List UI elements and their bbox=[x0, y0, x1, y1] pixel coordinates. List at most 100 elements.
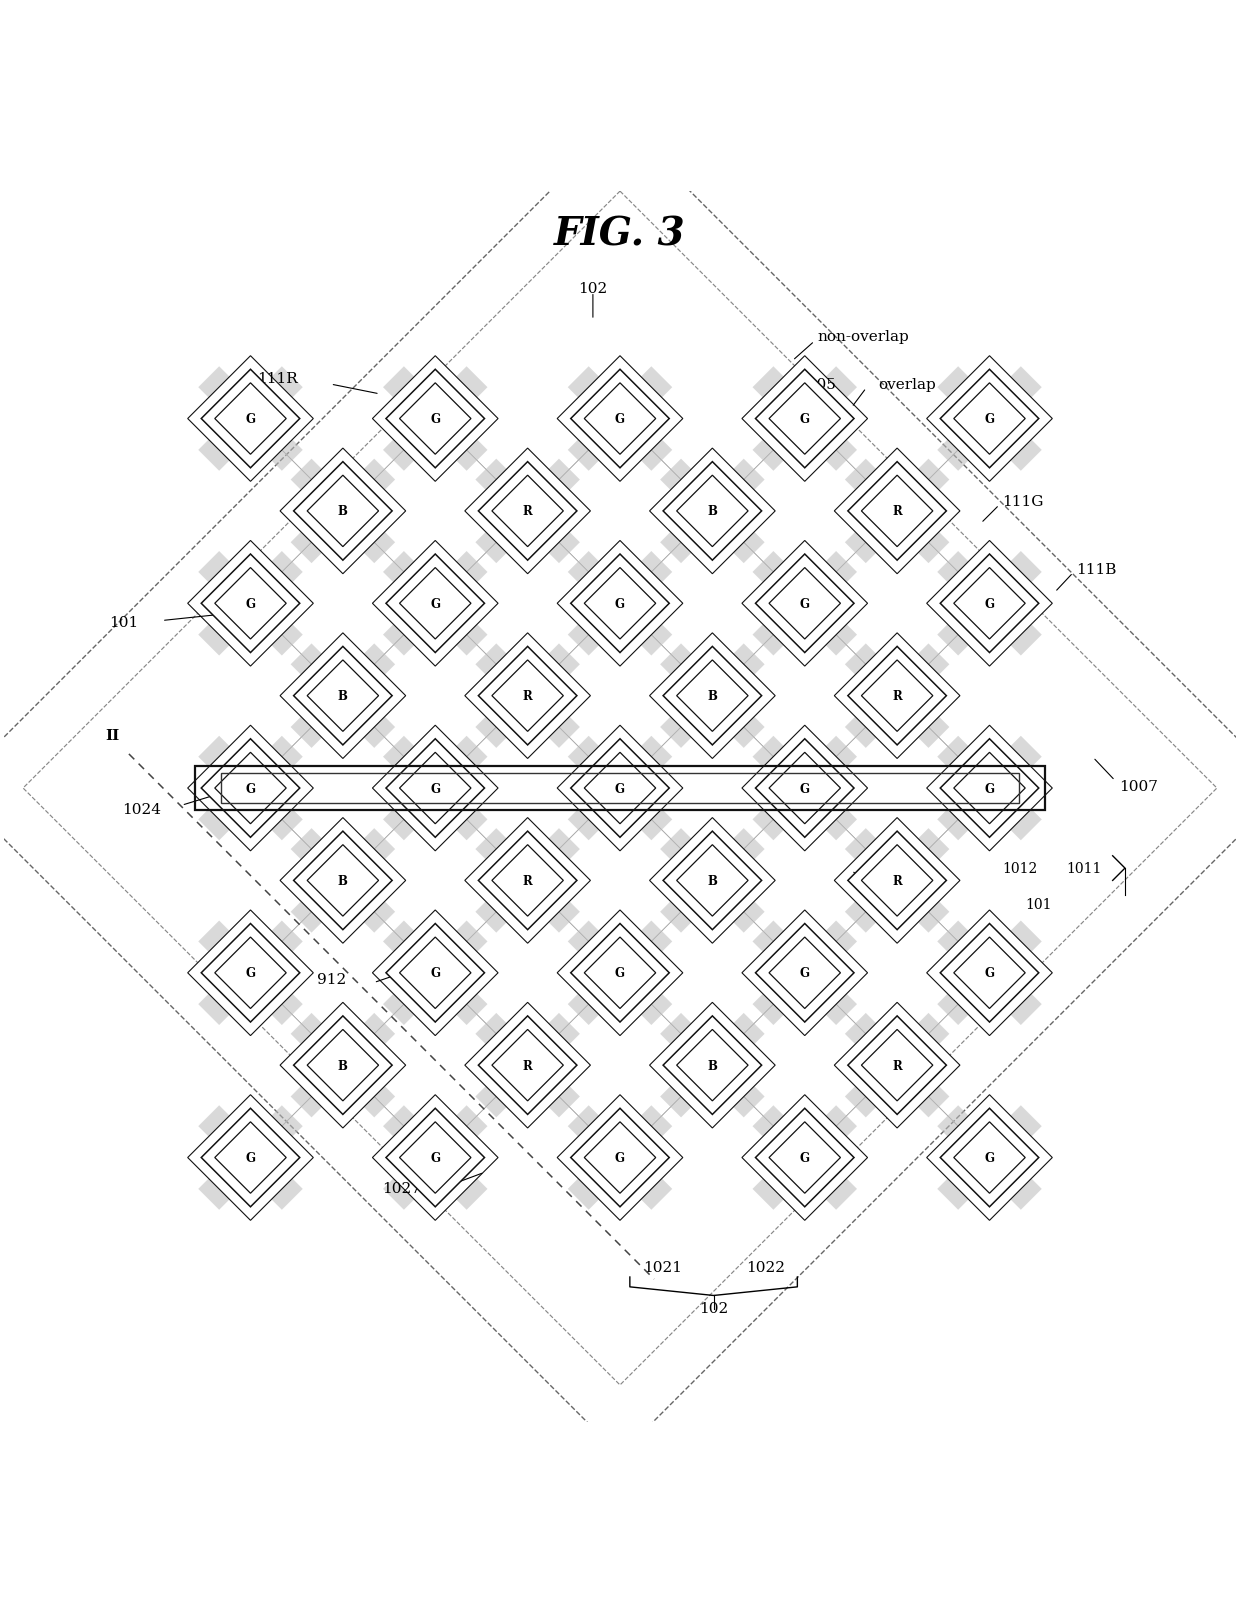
Polygon shape bbox=[742, 357, 868, 483]
Polygon shape bbox=[399, 1122, 471, 1193]
Polygon shape bbox=[937, 736, 1042, 841]
Text: G: G bbox=[246, 597, 255, 610]
Polygon shape bbox=[568, 366, 672, 471]
Polygon shape bbox=[568, 552, 672, 657]
Polygon shape bbox=[937, 366, 1042, 471]
Polygon shape bbox=[372, 541, 498, 667]
Polygon shape bbox=[844, 828, 950, 933]
Polygon shape bbox=[742, 1094, 868, 1220]
Polygon shape bbox=[742, 910, 868, 1036]
Polygon shape bbox=[677, 476, 748, 547]
Polygon shape bbox=[399, 938, 471, 1009]
Polygon shape bbox=[584, 938, 656, 1009]
Polygon shape bbox=[383, 922, 487, 1025]
Polygon shape bbox=[844, 1014, 950, 1119]
Text: G: G bbox=[246, 413, 255, 426]
Polygon shape bbox=[198, 552, 303, 657]
Text: G: G bbox=[800, 597, 810, 610]
Polygon shape bbox=[954, 384, 1025, 455]
Polygon shape bbox=[844, 460, 950, 563]
Text: B: B bbox=[339, 875, 347, 888]
Polygon shape bbox=[294, 1017, 392, 1115]
Polygon shape bbox=[755, 555, 854, 654]
Polygon shape bbox=[650, 633, 775, 759]
Polygon shape bbox=[570, 1109, 670, 1207]
Text: G: G bbox=[246, 1151, 255, 1164]
Polygon shape bbox=[568, 736, 672, 841]
Polygon shape bbox=[479, 1017, 577, 1115]
Polygon shape bbox=[844, 1014, 950, 1119]
Polygon shape bbox=[753, 922, 857, 1025]
Polygon shape bbox=[383, 1106, 487, 1210]
Polygon shape bbox=[937, 552, 1042, 657]
Polygon shape bbox=[492, 1030, 563, 1101]
Polygon shape bbox=[383, 1106, 487, 1210]
Polygon shape bbox=[660, 460, 765, 563]
Polygon shape bbox=[940, 739, 1039, 838]
Bar bbox=[221, 773, 1019, 804]
Polygon shape bbox=[677, 660, 748, 731]
Polygon shape bbox=[660, 1014, 765, 1119]
Polygon shape bbox=[479, 831, 577, 930]
Polygon shape bbox=[280, 1002, 405, 1128]
Polygon shape bbox=[386, 1109, 485, 1207]
Polygon shape bbox=[383, 552, 487, 657]
Polygon shape bbox=[294, 462, 392, 560]
Polygon shape bbox=[198, 736, 303, 841]
Polygon shape bbox=[926, 910, 1053, 1036]
Text: G: G bbox=[430, 967, 440, 980]
Text: R: R bbox=[893, 1059, 901, 1072]
Polygon shape bbox=[940, 923, 1039, 1022]
Polygon shape bbox=[862, 660, 932, 731]
Polygon shape bbox=[475, 460, 580, 563]
Polygon shape bbox=[584, 384, 656, 455]
Text: 1025: 1025 bbox=[877, 886, 915, 901]
Text: 912: 912 bbox=[317, 972, 346, 986]
Polygon shape bbox=[954, 938, 1025, 1009]
Polygon shape bbox=[660, 644, 765, 749]
Polygon shape bbox=[308, 660, 378, 731]
Text: G: G bbox=[430, 783, 440, 796]
Polygon shape bbox=[769, 752, 841, 825]
Polygon shape bbox=[660, 460, 765, 563]
Polygon shape bbox=[290, 460, 396, 563]
Polygon shape bbox=[568, 366, 672, 471]
Polygon shape bbox=[835, 1002, 960, 1128]
Polygon shape bbox=[475, 1014, 580, 1119]
Polygon shape bbox=[926, 726, 1053, 851]
Polygon shape bbox=[383, 366, 487, 471]
Polygon shape bbox=[769, 938, 841, 1009]
Polygon shape bbox=[290, 828, 396, 933]
Text: G: G bbox=[615, 783, 625, 796]
Text: B: B bbox=[339, 505, 347, 518]
Polygon shape bbox=[753, 736, 857, 841]
Polygon shape bbox=[187, 726, 314, 851]
Polygon shape bbox=[844, 644, 950, 749]
Polygon shape bbox=[465, 818, 590, 944]
Polygon shape bbox=[465, 449, 590, 575]
Text: R: R bbox=[893, 689, 901, 702]
Polygon shape bbox=[835, 449, 960, 575]
Polygon shape bbox=[383, 366, 487, 471]
Polygon shape bbox=[399, 752, 471, 825]
Text: 1021: 1021 bbox=[644, 1261, 682, 1275]
Polygon shape bbox=[187, 541, 314, 667]
Polygon shape bbox=[198, 922, 303, 1025]
Text: G: G bbox=[800, 1151, 810, 1164]
Polygon shape bbox=[755, 739, 854, 838]
Polygon shape bbox=[570, 555, 670, 654]
Polygon shape bbox=[198, 1106, 303, 1210]
Polygon shape bbox=[198, 366, 303, 471]
Polygon shape bbox=[383, 736, 487, 841]
Polygon shape bbox=[557, 357, 683, 483]
Polygon shape bbox=[465, 1002, 590, 1128]
Polygon shape bbox=[584, 752, 656, 825]
Polygon shape bbox=[937, 366, 1042, 471]
Text: II': II' bbox=[310, 878, 329, 893]
Polygon shape bbox=[954, 752, 1025, 825]
Polygon shape bbox=[584, 568, 656, 639]
Text: 1027: 1027 bbox=[382, 1181, 422, 1196]
Polygon shape bbox=[198, 922, 303, 1025]
Polygon shape bbox=[742, 726, 868, 851]
Polygon shape bbox=[280, 449, 405, 575]
